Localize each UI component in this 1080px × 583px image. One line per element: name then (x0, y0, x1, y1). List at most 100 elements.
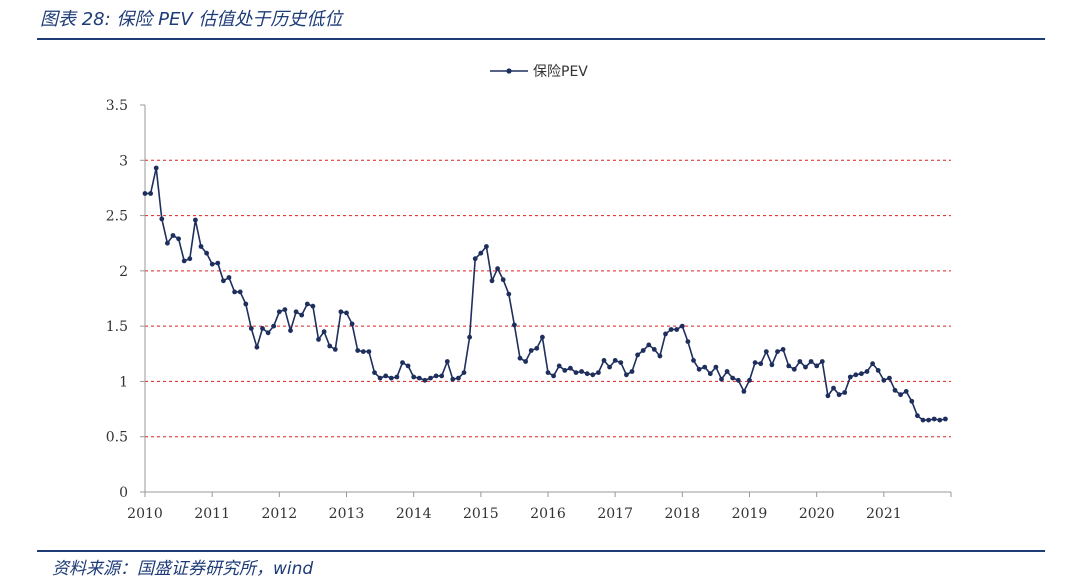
data-point (651, 347, 657, 352)
data-point (243, 301, 249, 307)
data-point (831, 385, 836, 391)
data-point (142, 191, 148, 196)
data-point (221, 278, 226, 284)
data-point (293, 309, 299, 315)
axes (140, 104, 952, 497)
data-point (825, 393, 831, 399)
data-point (265, 330, 271, 336)
data-point (596, 370, 601, 375)
data-point (763, 349, 769, 354)
data-point (579, 369, 584, 374)
data-point (517, 355, 523, 361)
data-point (943, 416, 948, 422)
data-point (377, 375, 383, 381)
data-point (187, 256, 193, 262)
data-point (237, 289, 243, 295)
data-point (540, 334, 545, 340)
y-tick-label: 3 (119, 153, 128, 169)
data-point (601, 358, 607, 363)
data-point (181, 258, 187, 264)
y-tick-labels: 0 0.5 1 1.5 2 2.5 3 3.5 (106, 98, 128, 501)
x-tick-label: 2018 (665, 506, 701, 522)
x-tick-label: 2016 (530, 506, 566, 522)
data-point (400, 360, 405, 365)
data-point (775, 349, 780, 354)
data-point (512, 322, 517, 328)
data-point (713, 364, 719, 370)
data-point (366, 349, 372, 354)
data-point (433, 373, 439, 379)
data-point (920, 417, 926, 423)
data-point (159, 216, 165, 222)
data-point (724, 369, 730, 374)
data-point (355, 348, 361, 353)
data-point (769, 362, 775, 368)
data-point (864, 369, 870, 374)
data-point (730, 375, 736, 381)
data-point (388, 375, 394, 381)
data-point (903, 389, 909, 394)
data-point (299, 312, 305, 318)
data-point (887, 375, 892, 381)
data-point (344, 310, 349, 316)
data-point (439, 373, 445, 379)
data-point (209, 261, 215, 267)
data-point (679, 323, 685, 329)
data-point (735, 377, 741, 383)
x-tick-label: 2014 (396, 506, 432, 522)
data-point (489, 278, 495, 284)
data-point (635, 352, 640, 358)
data-point (859, 371, 864, 377)
data-point (590, 372, 596, 378)
x-tick-label: 2012 (262, 506, 298, 522)
data-point (478, 250, 484, 256)
data-point (321, 329, 327, 335)
data-point (176, 236, 182, 242)
data-point (198, 244, 204, 249)
data-point (937, 417, 943, 423)
grid-lines (145, 159, 951, 438)
data-point (332, 347, 338, 352)
data-point (568, 365, 573, 371)
data-point (808, 359, 814, 364)
data-point (663, 331, 668, 337)
series-line (145, 167, 946, 421)
data-point (624, 372, 629, 378)
data-point (316, 337, 321, 342)
data-point (612, 358, 618, 363)
data-point (416, 375, 422, 381)
data-point (254, 344, 260, 350)
legend: 保险PEV (490, 64, 588, 80)
data-point (422, 377, 428, 383)
data-point (892, 387, 898, 393)
data-point (640, 348, 646, 353)
data-point (193, 217, 198, 223)
data-point (165, 240, 170, 246)
data-point (304, 301, 310, 307)
data-point (931, 416, 937, 422)
series-pev (142, 165, 948, 423)
data-point (702, 364, 708, 370)
data-point (556, 363, 562, 369)
data-point (148, 191, 154, 196)
x-tick-label: 2017 (597, 506, 633, 522)
top-divider (37, 38, 1045, 40)
data-point (534, 345, 540, 351)
data-point (926, 417, 931, 423)
data-point (657, 353, 663, 359)
data-point (791, 366, 797, 372)
x-tick-labels: 2010 2011 2012 2013 2014 2015 2016 2017 2018 2019… (127, 506, 901, 522)
data-point (411, 374, 417, 380)
data-point (836, 392, 842, 398)
data-point (276, 309, 282, 315)
data-point (484, 244, 489, 249)
data-point (551, 373, 556, 379)
data-point (618, 360, 624, 365)
data-point (819, 359, 825, 364)
data-point (327, 343, 333, 349)
data-point (562, 368, 568, 373)
data-point (153, 165, 159, 171)
data-point (450, 376, 456, 382)
data-point (495, 266, 500, 271)
